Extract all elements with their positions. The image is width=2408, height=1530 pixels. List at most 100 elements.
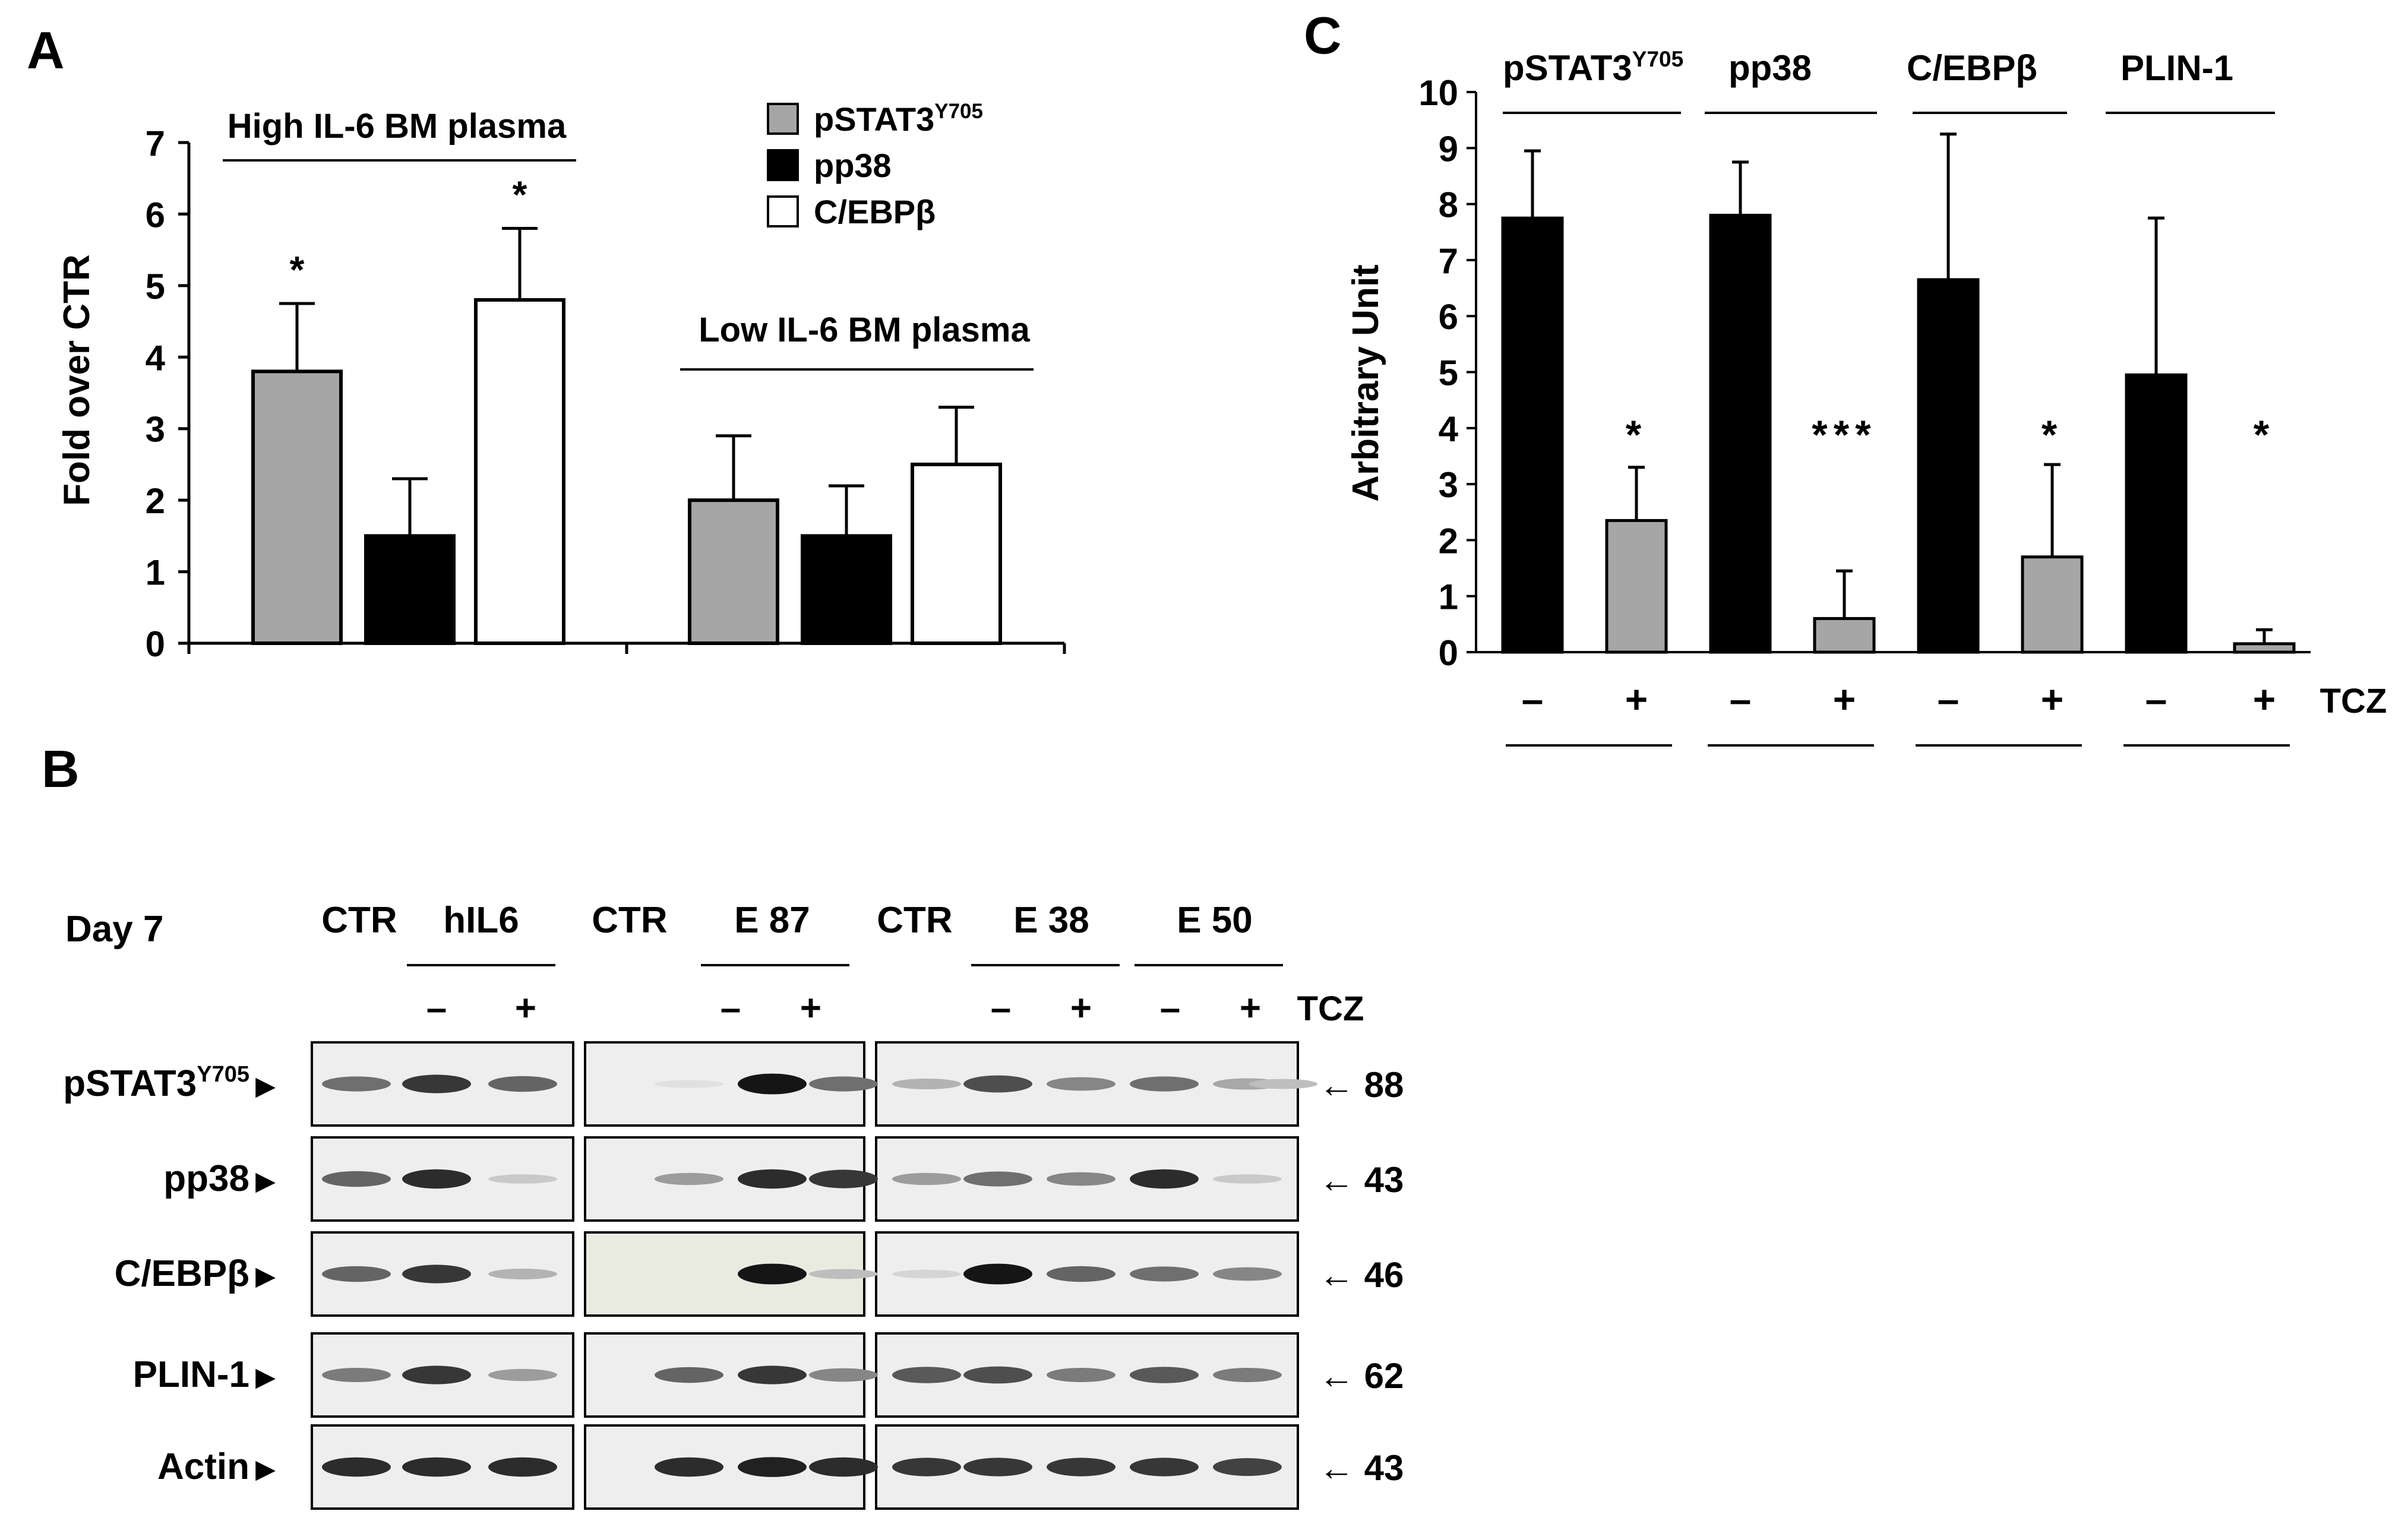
a-legend-swatch-2 [767,195,799,227]
blot-row-label-4: Actin [157,1446,249,1487]
blot-sign-1: + [515,988,536,1029]
c-bar-1-1 [1813,617,1876,654]
a-legend-label-1: pp38 [814,147,892,184]
blot-band-1-9 [1047,1172,1115,1186]
blot-band-4-9 [1047,1458,1115,1477]
blot-row-label-2: C/EBPβ [115,1253,249,1294]
c-group-label-0: pSTAT3Y705 [1503,47,1683,88]
a-bar-1-1 [801,534,892,645]
blot-band-4-1 [402,1457,471,1477]
c-ytick-label-1: 1 [1439,577,1458,617]
blot-band-1-8 [963,1171,1032,1187]
blot-row-arrow-4: ▶ [255,1455,276,1484]
blot-header-label-5: E 38 [1013,900,1089,941]
blot-band-4-2 [488,1457,557,1477]
blot-band-0-9 [1047,1077,1115,1091]
c-bar-0-3 [2125,373,2188,654]
panel-a-group-labels: High IL-6 BM plasma Low IL-6 BM plasma [223,107,1034,371]
blot-sign-5: + [1070,988,1092,1029]
blot-mw-2: ← 46 [1319,1255,1404,1295]
blot-mw-0: ← 88 [1319,1065,1404,1105]
blot-band-1-2 [488,1174,557,1184]
a-ytick-label-6: 6 [146,195,165,235]
blot-header-label-2: CTR [592,900,667,941]
blot-band-4-0 [322,1457,391,1477]
a-ytick-label-5: 5 [146,267,165,306]
c-group-label-1: pp38 [1728,48,1812,88]
blot-sign-3: + [800,988,821,1029]
blot-band-0-12 [1249,1079,1317,1089]
blot-header-label-3: E 87 [734,900,810,941]
c-sig-1: *** [1812,412,1876,457]
blot-band-3-1 [402,1365,471,1384]
blot-band-0-1 [402,1074,471,1093]
panel-c-bars: * *** * * [1501,132,2296,654]
c-treat-sign-3-0: – [2145,677,2167,721]
blot-band-0-4 [655,1080,723,1088]
a-group-label-0: High IL-6 BM plasma [227,107,567,146]
blot-band-0-8 [963,1075,1032,1093]
blot-band-1-4 [655,1172,723,1186]
panel-a-bars: ** [251,173,1002,646]
panel-b-label: B [42,739,80,798]
c-ytick-label-9: 9 [1439,129,1458,169]
panel-a-y-axis-label: Fold over CTR [56,254,97,506]
blot-band-4-5 [738,1457,807,1477]
blot-tcz-label: TCZ [1297,990,1364,1028]
blot-mw-3: ← 62 [1319,1356,1404,1396]
blot-row-arrow-3: ▶ [255,1363,276,1392]
blot-sign-2: – [720,988,741,1029]
c-bar-1-2 [2021,555,2084,654]
a-ytick-label-7: 7 [146,124,165,163]
c-sig-3: * [2254,412,2275,457]
panel-c-y-axis-label: Arbitrary Unit [1345,264,1386,502]
blot-band-0-7 [892,1079,961,1089]
blot-band-1-7 [892,1172,961,1186]
blot-row-label-3: PLIN-1 [133,1354,249,1395]
blot-band-2-0 [322,1266,391,1282]
blot-band-3-2 [488,1368,557,1382]
c-treat-sign-0-1: + [1625,677,1648,721]
blot-band-0-10 [1130,1076,1199,1092]
c-bar-0-2 [1917,278,1980,654]
panel-c-group-labels: pSTAT3Y705 pp38 C/EBPβ PLIN-1 [1503,47,2275,114]
blot-band-3-9 [1047,1368,1115,1382]
blot-band-3-6 [809,1368,878,1382]
c-ytick-label-10: 10 [1418,73,1458,113]
blot-band-2-6 [809,1269,878,1279]
c-ytick-label-5: 5 [1439,353,1458,393]
blot-band-4-8 [963,1458,1032,1477]
blot-band-0-6 [809,1076,878,1092]
a-sig-0-0: * [290,248,305,291]
a-bar-0-0 [251,369,343,645]
blot-band-1-11 [1213,1174,1282,1184]
a-ytick-label-2: 2 [146,481,165,521]
blot-row-arrow-1: ▶ [255,1167,276,1196]
blot-band-4-6 [809,1457,878,1477]
blot-row-label-0: pSTAT3Y705 [63,1062,249,1104]
panel-c-label: C [1304,6,1342,65]
c-ytick-label-4: 4 [1439,409,1459,449]
c-treat-sign-0-0: – [1522,677,1544,721]
blot-mw-1: ← 43 [1319,1160,1404,1200]
blot-band-2-8 [963,1263,1032,1285]
blot-band-1-1 [402,1169,471,1189]
blot-sign-6: – [1160,988,1180,1029]
blot-header-label-1: hIL6 [443,900,519,941]
a-legend-label-0: pSTAT3Y705 [814,100,983,138]
blot-sign-0: – [426,988,447,1029]
c-ytick-label-7: 7 [1439,241,1458,281]
c-bar-0-0 [1501,216,1564,654]
blot-band-3-11 [1213,1368,1282,1382]
a-ytick-label-3: 3 [146,410,165,450]
a-ytick-label-4: 4 [146,338,166,378]
blot-band-3-7 [892,1367,961,1383]
blot-band-4-4 [655,1457,723,1477]
c-treat-sign-3-1: + [2253,677,2276,721]
blot-band-3-0 [322,1368,391,1382]
blot-band-2-11 [1213,1267,1282,1281]
a-ytick-label-1: 1 [146,553,165,593]
blot-band-1-0 [322,1171,391,1187]
